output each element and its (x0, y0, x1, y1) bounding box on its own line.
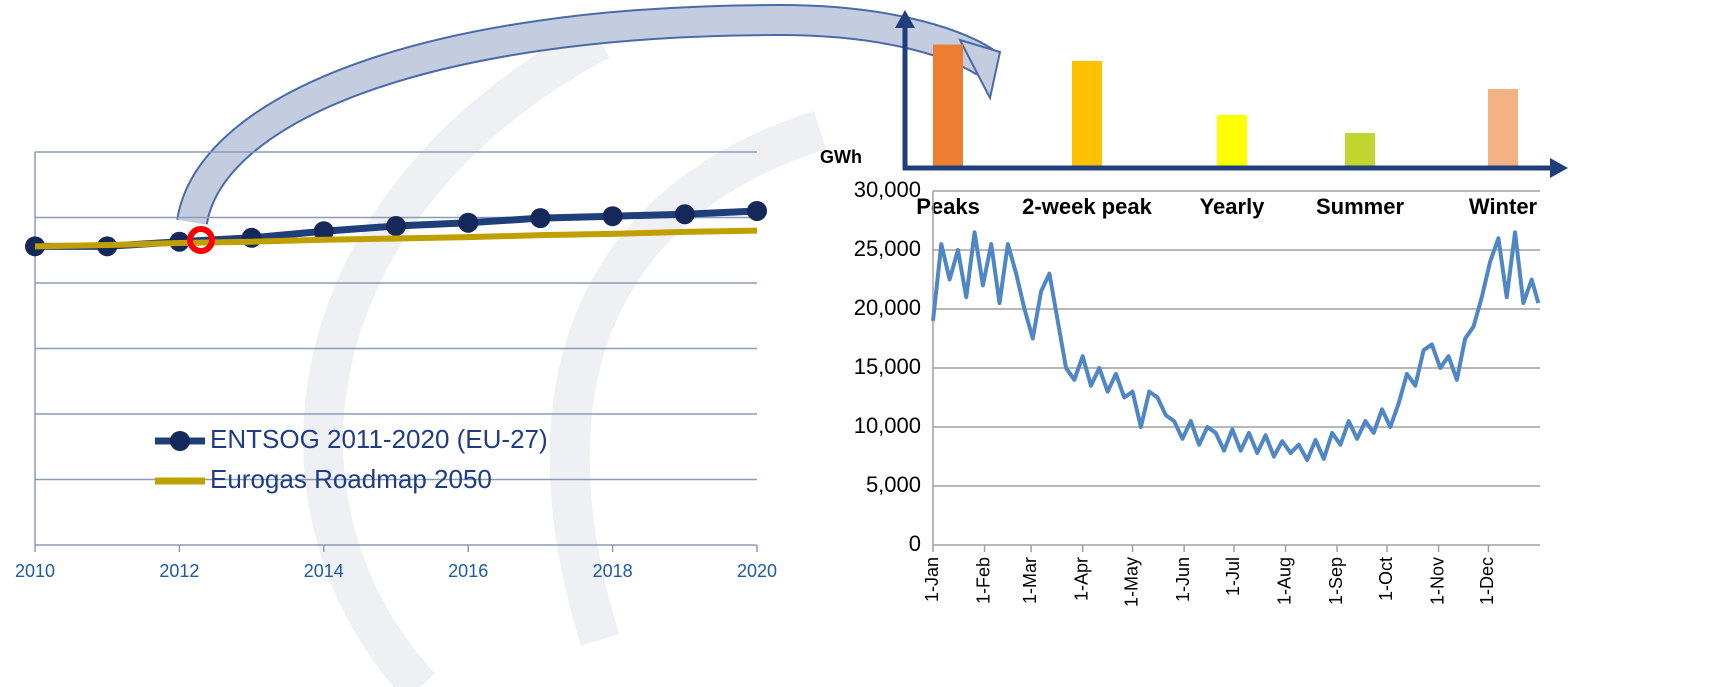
watermark (303, 22, 827, 687)
point (386, 216, 406, 237)
x-tick-label: 1-Dec (1477, 557, 1497, 605)
series-line (34, 227, 758, 250)
bar (1217, 114, 1247, 167)
legend-marker (170, 431, 190, 451)
x-tick-label: 2014 (304, 561, 344, 581)
category-label: Yearly (1200, 194, 1266, 219)
point (602, 206, 623, 227)
y-tick-label: 10,000 (854, 413, 921, 438)
watermark-arc (303, 22, 610, 687)
arrow-head (958, 38, 1002, 101)
bar (1488, 89, 1518, 167)
category-label: Peaks (916, 194, 980, 219)
x-tick-label: 1-Mar (1020, 557, 1040, 604)
axis-arrowhead (895, 10, 915, 28)
point (674, 204, 695, 225)
point (747, 200, 767, 221)
point (530, 208, 551, 229)
x-tick-label: 2020 (737, 561, 777, 581)
x-tick-label: 2012 (159, 561, 199, 581)
callout-arrow (176, 3, 1002, 226)
category-label: Summer (1316, 194, 1404, 219)
x-tick-label: 1-Feb (973, 557, 993, 604)
bar (933, 44, 963, 167)
y-tick-label: 5,000 (866, 472, 921, 497)
axis-arrowhead (1550, 158, 1568, 178)
legend-label: Eurogas Roadmap 2050 (210, 464, 492, 494)
y-tick-label: 25,000 (854, 236, 921, 261)
x-tick-label: 1-Sep (1326, 557, 1346, 605)
y-tick-label: 15,000 (854, 354, 921, 379)
charts: 2010 2012 2014 2016 2018 2020 ENTSOG 2011-2020… (15, 44, 1541, 607)
x-tick-label: 1-Oct (1376, 557, 1396, 601)
bar (1345, 133, 1375, 167)
category-label: Winter (1469, 194, 1538, 219)
y-tick-label: 0 (909, 531, 921, 556)
point (458, 212, 479, 233)
x-tick-label: 1-Nov (1427, 557, 1447, 605)
arrow-body (178, 5, 993, 225)
x-tick-label: 1-Apr (1071, 557, 1091, 601)
x-tick-label: 1-May (1121, 557, 1141, 607)
legend-label: ENTSOG 2011-2020 (EU-27) (210, 424, 548, 454)
y-tick-label: 30,000 (854, 177, 921, 202)
highlight-ring (187, 226, 215, 254)
y-tick-label: 20,000 (854, 295, 921, 320)
x-tick-label: 2010 (15, 561, 55, 581)
x-tick-label: 1-Jul (1223, 557, 1243, 596)
point (313, 221, 334, 242)
bar-axes (895, 10, 1568, 178)
y-axis-label: GWh (820, 147, 862, 167)
x-tick-label: 2016 (448, 561, 488, 581)
watermark-arc (549, 110, 827, 646)
category-label: 2-week peak (1022, 194, 1152, 219)
x-tick-label: 1-Jan (922, 557, 942, 602)
x-tick-label: 2018 (593, 561, 633, 581)
series-line (931, 230, 1541, 463)
x-tick-label: 1-Aug (1274, 557, 1294, 605)
x-tick-label: 1-Jun (1173, 557, 1193, 602)
bar (1072, 60, 1102, 167)
